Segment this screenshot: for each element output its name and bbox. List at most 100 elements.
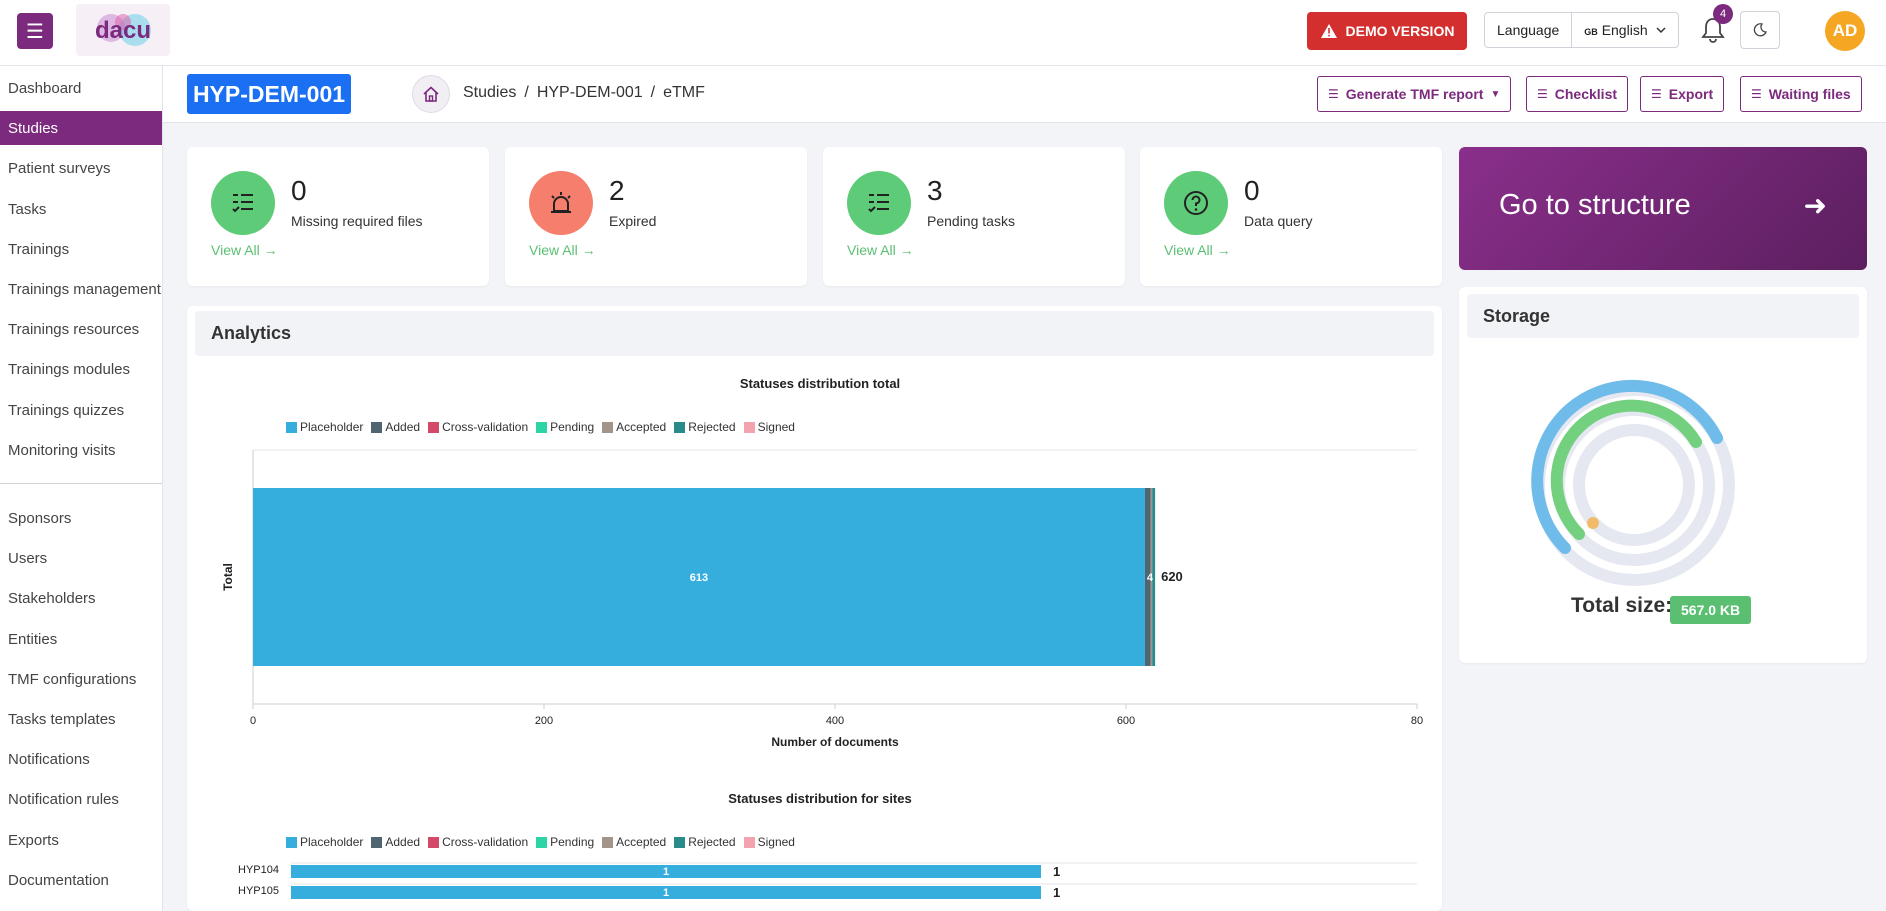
- home-button[interactable]: [412, 75, 450, 113]
- total-size-label: Total size:: [1571, 594, 1673, 617]
- sidebar-item-notifications[interactable]: Notifications: [8, 750, 90, 768]
- waiting-files-button[interactable]: ☰ Waiting files: [1740, 76, 1862, 112]
- legend-item-rejected[interactable]: Rejected: [674, 420, 736, 434]
- legend-item-placeholder[interactable]: Placeholder: [286, 420, 363, 434]
- statuses-sites-chart: HYP104 1 1 HYP105 1 1: [238, 862, 1417, 900]
- sidebar-item-tmf-configurations[interactable]: TMF configurations: [8, 670, 137, 688]
- legend-swatch: [428, 421, 440, 433]
- breadcrumb-etmf: eTMF: [663, 84, 705, 101]
- language-label: Language: [1485, 13, 1573, 47]
- bar-total-label: 1: [1053, 885, 1060, 900]
- legend-item-rejected[interactable]: Rejected: [674, 835, 736, 849]
- bar-total-label: 620: [1161, 569, 1183, 584]
- go-to-structure-button[interactable]: Go to structure ➜: [1459, 147, 1867, 270]
- stat-label: Pending tasks: [927, 213, 1015, 229]
- sidebar-item-studies[interactable]: Studies: [0, 111, 162, 145]
- sidebar-item-notification-rules[interactable]: Notification rules: [8, 790, 119, 808]
- view-all-link[interactable]: View All →: [1164, 242, 1231, 258]
- y-tick-label: HYP104: [238, 864, 279, 876]
- legend-swatch: [674, 836, 686, 848]
- language-dropdown[interactable]: GB English: [1572, 13, 1677, 47]
- view-all-link[interactable]: View All →: [847, 242, 914, 258]
- language-selector[interactable]: Language GB English: [1484, 12, 1679, 48]
- legend-item-pending[interactable]: Pending: [536, 420, 594, 434]
- hamburger-menu-button[interactable]: ☰: [17, 13, 53, 49]
- notification-count-badge: 4: [1713, 4, 1733, 24]
- legend-item-signed[interactable]: Signed: [743, 420, 795, 434]
- legend-swatch: [371, 421, 383, 433]
- legend-item-pending[interactable]: Pending: [536, 835, 594, 849]
- checklist-label: Checklist: [1554, 86, 1618, 102]
- legend-item-cross-validation[interactable]: Cross-validation: [428, 835, 528, 849]
- generate-tmf-report-label: Generate TMF report: [1345, 86, 1484, 102]
- sidebar-item-trainings-quizzes[interactable]: Trainings quizzes: [8, 401, 125, 419]
- arrow-right-icon: →: [899, 242, 914, 258]
- warning-icon: [1320, 24, 1337, 38]
- sidebar-item-trainings-management[interactable]: Trainings management: [8, 280, 161, 298]
- legend-item-cross-validation[interactable]: Cross-validation: [428, 420, 528, 434]
- sidebar-item-exports[interactable]: Exports: [8, 831, 59, 849]
- legend-swatch: [743, 421, 755, 433]
- moon-icon: [1753, 23, 1767, 37]
- radial-arc-outer: [1531, 379, 1723, 554]
- theme-toggle-button[interactable]: [1740, 11, 1780, 49]
- sidebar: Dashboard Studies Patient surveys Tasks …: [0, 66, 163, 911]
- chart-title: Statuses distribution total: [739, 376, 901, 391]
- bar-segment-added: [1144, 488, 1151, 666]
- checklist-button[interactable]: ☰ Checklist: [1526, 76, 1629, 112]
- view-all-link[interactable]: View All →: [211, 242, 278, 258]
- study-subheader: HYP-DEM-001 Studies / HYP-DEM-001 / eTMF…: [163, 66, 1886, 123]
- sidebar-item-stakeholders[interactable]: Stakeholders: [8, 589, 96, 607]
- sidebar-item-entities[interactable]: Entities: [8, 630, 58, 648]
- legend-item-placeholder[interactable]: Placeholder: [286, 835, 363, 849]
- generate-tmf-report-button[interactable]: ☰ Generate TMF report ▼: [1317, 76, 1512, 112]
- x-axis-title: Number of documents: [771, 735, 899, 749]
- sidebar-item-tasks[interactable]: Tasks: [8, 200, 47, 218]
- stat-card-data-query: 0 Data query View All →: [1140, 147, 1442, 286]
- stat-card-pending-tasks: 3 Pending tasks View All →: [823, 147, 1125, 286]
- caret-down-icon: ▼: [1490, 88, 1501, 100]
- sidebar-item-sponsors[interactable]: Sponsors: [8, 509, 72, 527]
- legend-item-signed[interactable]: Signed: [743, 835, 795, 849]
- sidebar-item-trainings-modules[interactable]: Trainings modules: [8, 360, 130, 378]
- list-icon: ☰: [1751, 87, 1762, 101]
- sidebar-item-dashboard[interactable]: Dashboard: [8, 79, 82, 97]
- x-tick-label: 200: [535, 715, 553, 727]
- stat-value: 0: [1244, 175, 1260, 206]
- bar-data-label: 4: [1147, 572, 1154, 584]
- bar-segment-placeholder: [253, 488, 1145, 666]
- sidebar-item-users[interactable]: Users: [8, 549, 48, 567]
- sidebar-item-patient-surveys[interactable]: Patient surveys: [8, 159, 111, 177]
- view-all-link[interactable]: View All →: [529, 242, 596, 258]
- app-logo[interactable]: dacu: [76, 4, 170, 56]
- bar-total-label: 1: [1053, 864, 1060, 879]
- stat-value: 3: [927, 175, 943, 206]
- breadcrumb-studies[interactable]: Studies: [463, 84, 517, 101]
- sidebar-item-trainings-resources[interactable]: Trainings resources: [8, 320, 140, 338]
- sidebar-item-documentation[interactable]: Documentation: [8, 871, 109, 889]
- sidebar-divider: [0, 483, 162, 484]
- sidebar-item-monitoring-visits[interactable]: Monitoring visits: [8, 441, 116, 459]
- list-icon: ☰: [1328, 87, 1339, 101]
- x-tick-label: 400: [826, 715, 844, 727]
- breadcrumb-study[interactable]: HYP-DEM-001: [536, 84, 643, 101]
- bar-segment-rejected: [1152, 488, 1156, 666]
- sidebar-item-trainings[interactable]: Trainings: [8, 240, 70, 258]
- legend-swatch: [536, 421, 548, 433]
- legend-item-accepted[interactable]: Accepted: [602, 420, 666, 434]
- alarm-icon: [529, 171, 593, 235]
- language-value: English: [1601, 22, 1648, 38]
- sidebar-item-tasks-templates[interactable]: Tasks templates: [8, 710, 116, 728]
- legend-item-added[interactable]: Added: [371, 835, 420, 849]
- demo-version-button[interactable]: DEMO VERSION: [1307, 12, 1467, 50]
- breadcrumb: Studies / HYP-DEM-001 / eTMF: [463, 84, 705, 102]
- statuses-total-chart: 613 4 620 0 200 400 600 80 Number of documents To…: [221, 449, 1423, 749]
- language-flag: GB: [1584, 27, 1598, 37]
- legend-item-accepted[interactable]: Accepted: [602, 835, 666, 849]
- export-button[interactable]: ☰ Export: [1640, 76, 1725, 112]
- list-icon: ☰: [1537, 87, 1548, 101]
- legend-item-added[interactable]: Added: [371, 420, 420, 434]
- storage-radial-chart: [1531, 379, 1735, 586]
- checklist-icon: [847, 171, 911, 235]
- user-avatar[interactable]: AD: [1825, 11, 1865, 51]
